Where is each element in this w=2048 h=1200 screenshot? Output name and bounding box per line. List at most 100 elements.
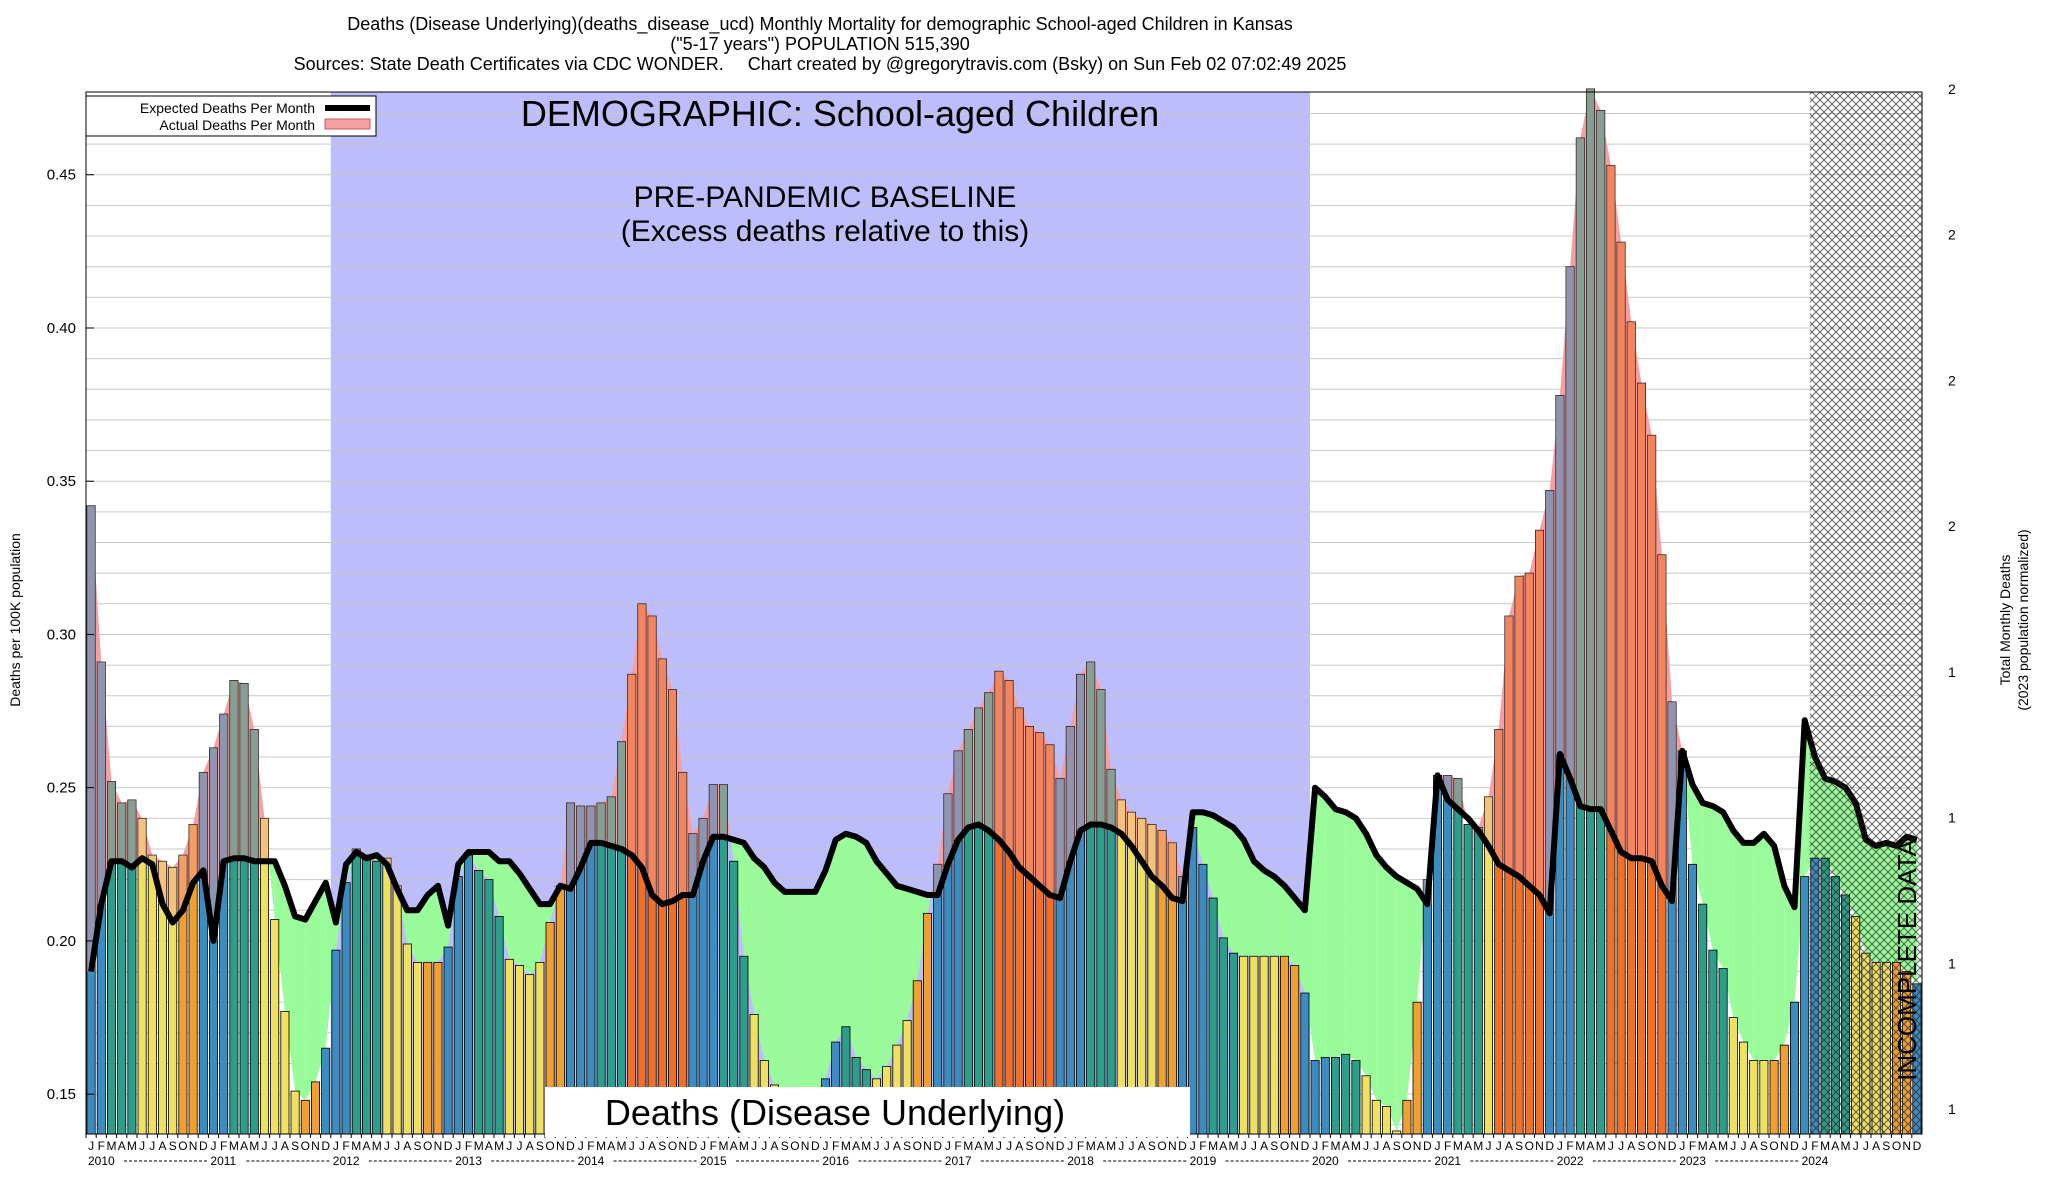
excess-overlay [719,784,728,837]
month-tick-label: J [823,1139,829,1153]
deficit-area [927,894,932,914]
excess-overlay [994,671,1003,840]
excess-overlay [1657,554,1666,886]
excess-overlay [1637,383,1646,859]
cause-label: Deaths (Disease Underlying) [605,1092,1065,1133]
month-tick-label: S [1025,1139,1033,1153]
excess-overlay [964,729,973,828]
actual-bar [474,870,484,1135]
excess-overlay [1606,165,1615,831]
month-tick-label: S [1760,1139,1768,1153]
actual-bar [1443,775,1453,1135]
actual-bar [1361,1075,1371,1135]
excess-overlay [1127,812,1136,846]
deficit-area [805,891,816,1119]
deficit-area [539,904,551,963]
month-tick-label: O [668,1139,677,1153]
month-tick-label: J [1679,1139,1685,1153]
excess-overlay [1504,616,1513,871]
actual-bar [494,916,504,1135]
excess-overlay [1117,799,1126,834]
deficit-area [774,882,785,1110]
legend: Expected Deaths Per Month Actual Deaths … [85,95,377,137]
deficit-area [295,916,306,1101]
actual-bar [1759,1060,1769,1135]
excess-overlay [240,683,249,859]
excess-overlay [1647,435,1656,862]
deficit-area [1396,876,1407,1131]
deficit-area [1763,833,1775,1061]
excess-overlay [688,833,697,895]
month-tick-label: S [1882,1139,1890,1153]
month-tick-label: N [801,1139,810,1153]
excess-overlay [617,741,626,849]
month-tick-label: J [1363,1139,1369,1153]
month-tick-label: O [790,1139,799,1153]
excess-overlay [1535,530,1544,895]
excess-overlay [1035,732,1044,886]
month-tick-label: F [710,1139,717,1153]
y-tick-label: 0.30 [47,626,76,643]
sources-text: Sources: State Death Certificates via CD… [293,54,724,74]
month-tick-label: A [607,1139,615,1153]
deficit-area [268,861,275,920]
month-tick-label: M [107,1139,117,1153]
excess-overlay [1525,573,1534,886]
month-tick-label: J [996,1139,1002,1153]
actual-bar [453,876,463,1135]
month-tick-label: D [1668,1139,1677,1153]
excess-overlay [1066,726,1075,862]
actual-bar [1779,1044,1789,1135]
month-tick-label: M [494,1139,504,1153]
year-tick-label: 2011 [210,1154,236,1168]
month-tick-label: S [169,1139,177,1153]
month-tick-label: S [1148,1139,1156,1153]
actual-bar [1280,955,1290,1135]
month-tick-label: D [1301,1139,1310,1153]
deficit-area [274,861,285,1012]
month-tick-label: A [362,1139,370,1153]
month-tick-label: M [739,1139,749,1153]
month-tick-label: F [1077,1139,1084,1153]
excess-overlay [107,781,116,862]
month-tick-label: J [1608,1139,1614,1153]
credit-text: Chart created by @gregorytravis.com (Bsk… [747,54,1347,74]
excess-overlay [219,714,228,862]
deficit-area [284,885,296,1092]
deficit-area [1753,833,1764,1061]
year-tick-label: 2024 [1802,1154,1829,1168]
month-tick-label: S [291,1139,299,1153]
month-tick-label: J [1618,1139,1624,1153]
month-tick-label: J [1190,1139,1196,1153]
deficit-area [1264,870,1275,957]
excess-overlay [209,747,218,941]
month-tick-label: N [1413,1139,1422,1153]
deficit-area [825,839,836,1079]
month-tick-label: J [384,1139,390,1153]
month-tick-label: J [1730,1139,1736,1153]
month-tick-label: F [98,1139,105,1153]
year-tick-label: 2015 [700,1154,727,1168]
actual-bar [341,882,351,1135]
excess-overlay [1515,576,1524,877]
month-tick-label: F [220,1139,227,1153]
actual-bar [1718,968,1728,1135]
y2-tick-label: 2 [1948,372,1956,388]
year-tick-label: 2021 [1434,1154,1461,1168]
actual-bar [1198,863,1208,1135]
actual-bar [321,1047,331,1135]
actual-bar [382,857,392,1135]
month-tick-label: O [545,1139,554,1153]
y2-tick-label: 2 [1948,518,1956,534]
excess-overlay [586,806,595,843]
deficit-area [1355,818,1367,1076]
actual-bar [1249,955,1259,1135]
actual-bar [1310,1060,1320,1135]
month-tick-label: M [1086,1139,1096,1153]
month-tick-label: O [423,1139,432,1153]
actual-bar [1688,863,1698,1135]
month-tick-label: J [874,1139,880,1153]
actual-bar [463,854,473,1135]
month-tick-label: J [1741,1139,1747,1153]
